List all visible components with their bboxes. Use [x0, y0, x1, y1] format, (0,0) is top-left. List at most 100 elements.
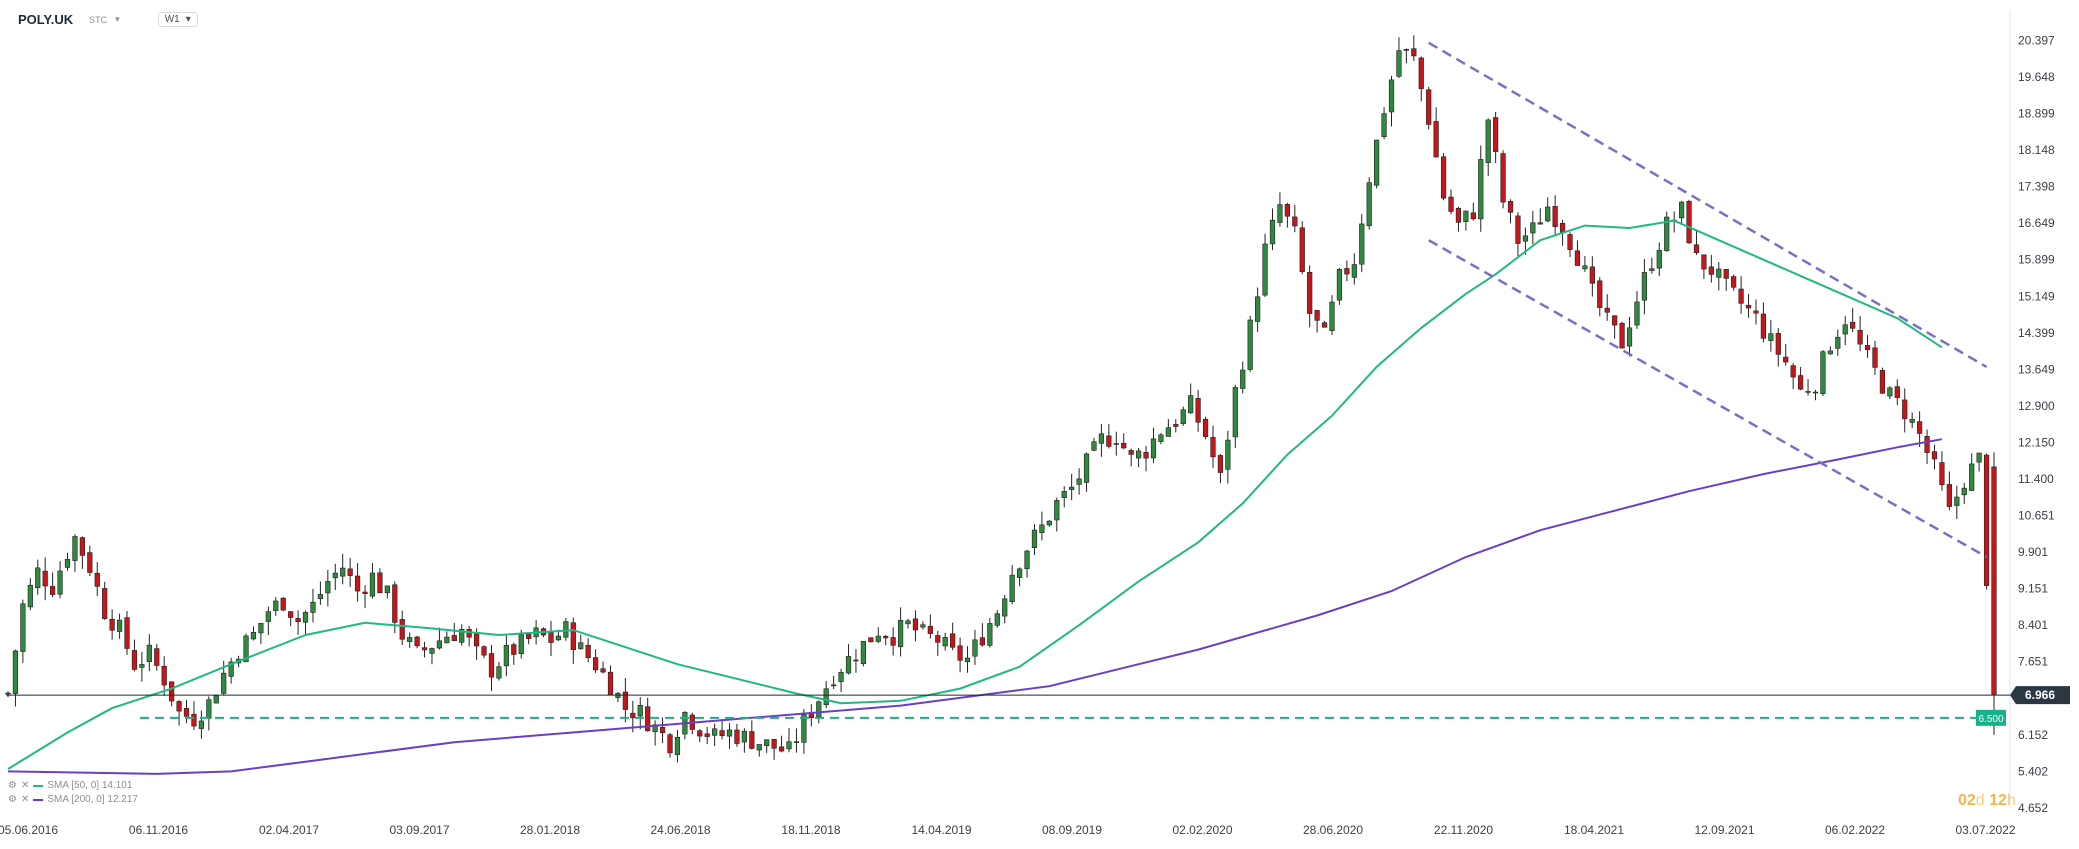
y-tick-label: 12.900	[2018, 399, 2055, 413]
settings-icon[interactable]: ⚙	[8, 780, 17, 791]
candle-body	[1976, 452, 1982, 463]
candle-body	[875, 635, 881, 642]
x-tick-label: 06.11.2016	[129, 823, 188, 837]
candle-body	[1798, 375, 1804, 390]
candle-body	[764, 739, 770, 747]
candle-body	[429, 648, 435, 654]
candle-body	[1336, 269, 1343, 301]
candle-body	[124, 617, 130, 649]
candle-body	[1411, 48, 1417, 57]
candle-body	[1939, 462, 1945, 486]
candle-body	[1024, 550, 1030, 570]
candle-body	[1522, 235, 1528, 242]
candle-body	[183, 708, 190, 717]
y-tick-label: 16.649	[2018, 216, 2055, 230]
y-tick-label: 18.148	[2018, 143, 2055, 157]
candle-body	[325, 581, 331, 594]
candle-body	[377, 572, 383, 594]
exchange-label[interactable]: STC	[89, 14, 108, 25]
candle-body	[466, 629, 472, 638]
candle-body	[994, 613, 1000, 626]
sma200-legend[interactable]: ⚙ ✕ SMA [200, 0] 12.217	[8, 794, 138, 805]
candle-body	[1812, 391, 1819, 394]
candle-body	[1507, 201, 1514, 213]
candle-body	[1121, 442, 1127, 449]
x-tick-label: 28.06.2020	[1303, 823, 1363, 837]
y-tick-label: 9.901	[2018, 545, 2048, 559]
exchange-dropdown-icon[interactable]: ▾	[115, 14, 120, 24]
candle-body	[823, 688, 829, 706]
candle-body	[1284, 204, 1290, 217]
candle-body	[1470, 212, 1476, 220]
bar-countdown: 02d 12h	[1958, 792, 2016, 810]
candle-body	[1314, 310, 1320, 321]
candle-body	[288, 611, 294, 618]
candle-body	[674, 737, 681, 755]
sma200-legend-label: SMA [200, 0] 12.217	[47, 794, 138, 805]
candle-body	[1128, 450, 1134, 455]
candle-body	[801, 714, 807, 743]
settings-icon[interactable]: ⚙	[8, 794, 17, 805]
candle-body	[221, 672, 227, 694]
candle-body	[1745, 304, 1752, 309]
candle-body	[57, 570, 63, 595]
candle-body	[585, 644, 591, 659]
candle-body	[1448, 196, 1454, 212]
candle-body	[1344, 268, 1350, 275]
y-tick-label: 4.652	[2018, 801, 2048, 815]
candle-body	[354, 575, 361, 592]
candle-body	[444, 636, 450, 644]
candle-body	[1723, 269, 1729, 279]
candle-body	[950, 633, 956, 648]
candle-body	[1537, 222, 1543, 225]
candle-body	[1202, 418, 1209, 437]
channel-trendline[interactable]	[1428, 239, 1988, 559]
candle-body	[1195, 398, 1201, 423]
candle-body	[607, 671, 614, 695]
candle-body	[1351, 264, 1357, 278]
candle-body	[1931, 451, 1938, 460]
candle-body	[1180, 409, 1186, 425]
channel-trendline[interactable]	[1428, 41, 1988, 368]
candle-body	[1768, 333, 1774, 341]
countdown-days-unit: d	[1975, 792, 1985, 809]
close-icon[interactable]: ✕	[20, 780, 30, 791]
candle-body	[1693, 244, 1700, 253]
candle-body	[645, 706, 651, 732]
candle-body	[600, 668, 606, 673]
candle-body	[786, 741, 792, 750]
x-tick-label: 05.06.2016	[0, 823, 58, 837]
y-tick-label: 13.649	[2018, 362, 2055, 376]
timeframe-select[interactable]: W1 ▾	[157, 12, 198, 27]
y-tick-label: 10.651	[2018, 509, 2055, 523]
y-tick-label: 15.149	[2018, 289, 2055, 303]
y-tick-label: 5.402	[2018, 764, 2048, 778]
candle-body	[1076, 478, 1082, 485]
timeframe-value: W1	[164, 14, 180, 25]
candle-body	[362, 591, 368, 594]
candle-body	[563, 621, 569, 638]
candle-body	[5, 692, 11, 695]
candle-body	[1247, 319, 1253, 370]
candle-body	[964, 657, 971, 663]
symbol-label[interactable]: POLY.UK	[18, 12, 74, 27]
sma50-legend[interactable]: ⚙ ✕ SMA [50, 0] 14.101	[8, 780, 132, 791]
y-tick-label: 8.401	[2018, 618, 2048, 632]
y-tick-label: 20.397	[2018, 34, 2055, 48]
candle-body	[139, 664, 145, 668]
x-tick-label: 14.04.2019	[911, 823, 971, 837]
close-icon[interactable]: ✕	[20, 794, 30, 805]
sma50-swatch	[33, 784, 44, 787]
candle-body	[1240, 369, 1246, 389]
candle-body	[1559, 222, 1566, 233]
candle-body	[1783, 356, 1789, 363]
candle-body	[1009, 574, 1015, 603]
candle-body	[1299, 227, 1305, 272]
candle-body	[890, 637, 896, 646]
candle-body	[845, 656, 852, 674]
candle-body	[1269, 219, 1276, 245]
countdown-hours: 12	[1989, 792, 2007, 809]
candle-body	[1106, 435, 1112, 447]
candle-body	[1069, 486, 1075, 490]
